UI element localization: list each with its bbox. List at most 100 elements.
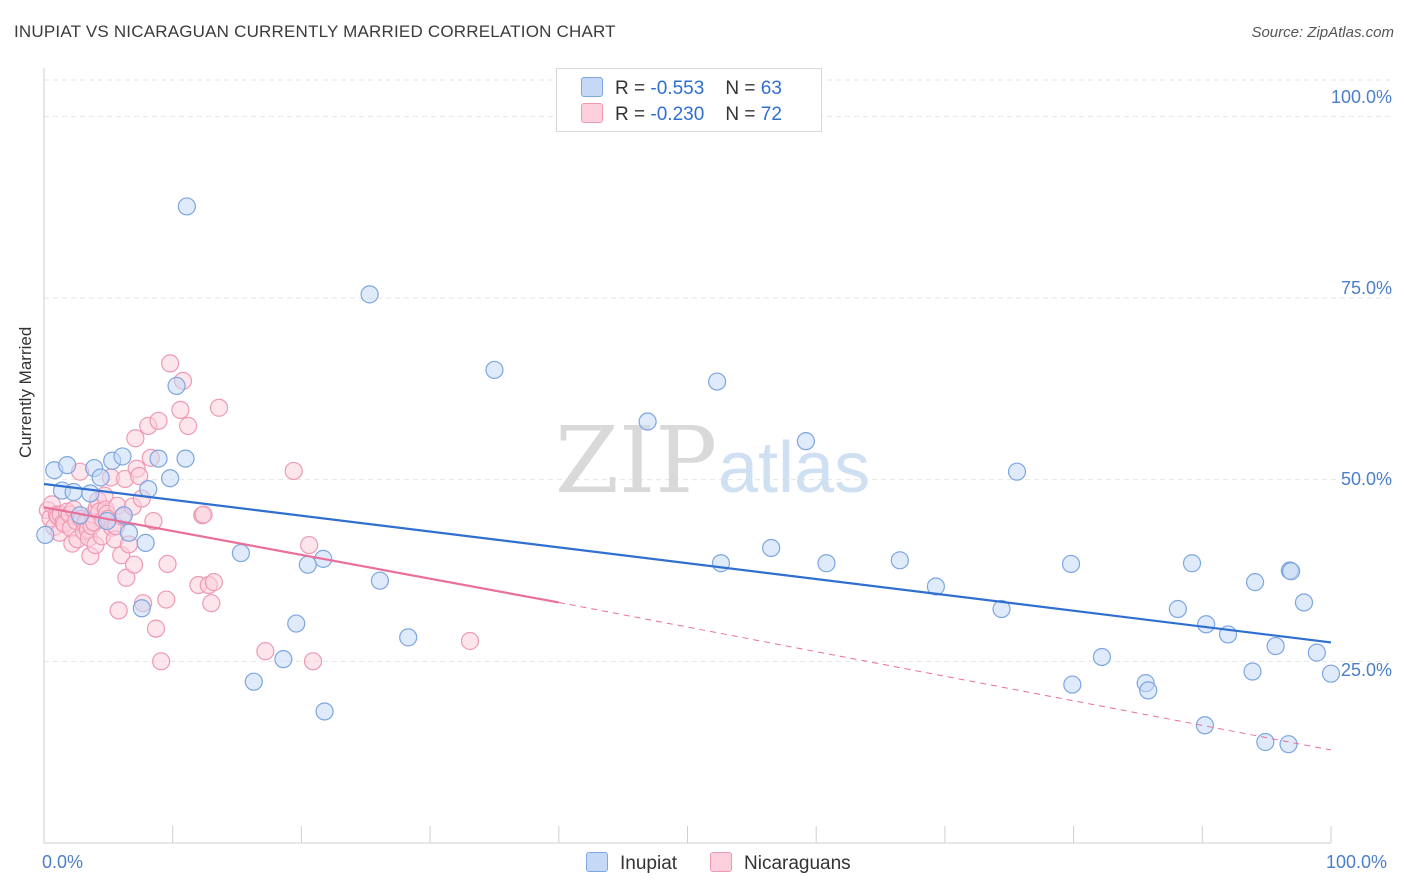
point-inupiat-17	[149, 449, 168, 468]
point-inupiat-37	[796, 432, 816, 451]
x-tick-label-0: 0.0%	[42, 852, 84, 872]
point-inupiat-0	[36, 525, 55, 544]
legend-row-nicaraguans: R = -0.230 N = 72	[581, 103, 782, 126]
legend-r-label: R =	[615, 78, 646, 99]
point-inupiat-20	[176, 449, 195, 468]
point-nicaraguans-70	[194, 505, 213, 524]
point-inupiat-28	[315, 702, 334, 721]
point-inupiat-15	[136, 533, 155, 552]
correlation-legend: R = -0.553 N = 63 R = -0.230 N = 72	[556, 68, 822, 132]
point-nicaraguans-62	[157, 590, 176, 609]
point-inupiat-38	[817, 554, 836, 573]
chart-title: INUPIAT VS NICARAGUAN CURRENTLY MARRIED …	[14, 22, 616, 41]
point-inupiat-60	[1294, 593, 1314, 612]
point-nicaraguans-67	[179, 416, 198, 435]
trendline-inupiat	[43, 482, 1332, 644]
bottom-legend-label-inupiat: Inupiat	[620, 853, 678, 874]
y-axis-label: Currently Married	[16, 326, 35, 458]
point-inupiat-41	[992, 599, 1011, 619]
point-nicaraguans-58	[144, 511, 163, 531]
point-inupiat-11	[113, 447, 132, 466]
x-tick-label-100: 100.0%	[1326, 852, 1388, 872]
point-inupiat-8	[91, 468, 110, 487]
y-tick-label-50: 50.0%	[1340, 469, 1392, 489]
legend-swatch-nicaraguans	[581, 103, 603, 123]
point-nicaraguans-78	[303, 652, 323, 671]
point-inupiat-24	[274, 650, 293, 669]
point-nicaraguans-72	[202, 594, 221, 613]
legend-r-value-inupiat: -0.553	[650, 78, 705, 99]
point-inupiat-61	[1307, 643, 1326, 662]
bottom-legend-inupiat: Inupiat	[586, 852, 677, 875]
y-tick-label-75: 75.0%	[1340, 278, 1392, 298]
point-nicaraguans-63	[158, 554, 177, 574]
legend-n-value-inupiat: 63	[760, 78, 782, 99]
point-inupiat-14	[132, 599, 151, 618]
point-inupiat-36	[762, 538, 781, 558]
watermark-atlas: atlas	[718, 428, 870, 508]
watermark-zip: ZIP	[555, 407, 717, 514]
point-inupiat-47	[1139, 681, 1158, 700]
bottom-legend-label-nicaraguans: Nicaraguans	[744, 853, 851, 874]
legend-n-label: N =	[725, 104, 756, 125]
point-inupiat-32	[485, 360, 504, 380]
point-nicaraguans-77	[300, 535, 319, 555]
point-inupiat-26	[298, 555, 317, 574]
point-nicaraguans-53	[130, 466, 149, 486]
point-inupiat-21	[177, 197, 196, 216]
point-inupiat-51	[1197, 615, 1216, 634]
point-inupiat-54	[1245, 573, 1265, 592]
legend-r-value-nicaraguans: -0.230	[650, 104, 705, 125]
point-nicaraguans-59	[146, 619, 166, 638]
y-tick-label-25: 25.0%	[1340, 660, 1392, 680]
point-inupiat-18	[161, 469, 180, 488]
point-nicaraguans-65	[171, 400, 190, 420]
point-inupiat-56	[1266, 636, 1285, 656]
point-inupiat-62	[1321, 664, 1341, 683]
bottom-legend-nicaraguans: Nicaraguans	[710, 852, 851, 875]
point-inupiat-59	[1279, 735, 1298, 754]
point-inupiat-12	[114, 506, 133, 525]
point-inupiat-31	[399, 628, 418, 647]
point-inupiat-45	[1092, 647, 1112, 667]
point-inupiat-44	[1061, 554, 1081, 574]
point-nicaraguans-75	[256, 642, 275, 661]
legend-swatch-inupiat	[581, 77, 603, 97]
point-inupiat-34	[708, 372, 727, 391]
point-inupiat-43	[1063, 675, 1082, 694]
point-inupiat-19	[167, 376, 186, 396]
point-nicaraguans-79	[460, 631, 480, 651]
point-nicaraguans-76	[284, 461, 303, 481]
point-inupiat-23	[244, 672, 263, 691]
point-nicaraguans-61	[152, 652, 171, 671]
y-tick-label-100: 100.0%	[1330, 87, 1392, 107]
point-inupiat-42	[1007, 462, 1027, 481]
point-nicaraguans-51	[126, 429, 145, 448]
point-inupiat-49	[1182, 554, 1202, 573]
point-nicaraguans-64	[161, 354, 180, 373]
legend-n-value-nicaraguans: 72	[760, 104, 782, 125]
point-nicaraguans-74	[209, 398, 229, 417]
point-inupiat-29	[360, 285, 379, 304]
point-inupiat-6	[81, 484, 100, 503]
legend-n-label: N =	[725, 78, 756, 99]
point-inupiat-55	[1256, 732, 1275, 752]
point-inupiat-22	[231, 543, 251, 563]
point-inupiat-40	[926, 577, 945, 596]
legend-row-inupiat: R = -0.553 N = 63	[581, 77, 782, 100]
point-inupiat-48	[1168, 599, 1187, 619]
point-nicaraguans-60	[149, 411, 168, 430]
point-nicaraguans-73	[204, 573, 223, 592]
point-inupiat-25	[287, 614, 306, 633]
point-nicaraguans-50	[124, 555, 144, 574]
point-inupiat-39	[890, 551, 909, 570]
legend-r-label: R =	[615, 104, 646, 125]
point-nicaraguans-43	[109, 601, 128, 620]
point-inupiat-30	[370, 571, 390, 590]
bottom-legend-swatch-nicaraguans	[710, 852, 732, 872]
point-inupiat-13	[119, 523, 139, 542]
point-inupiat-33	[638, 412, 657, 431]
point-inupiat-58	[1282, 562, 1301, 581]
source-label: Source: ZipAtlas.com	[1251, 24, 1394, 41]
